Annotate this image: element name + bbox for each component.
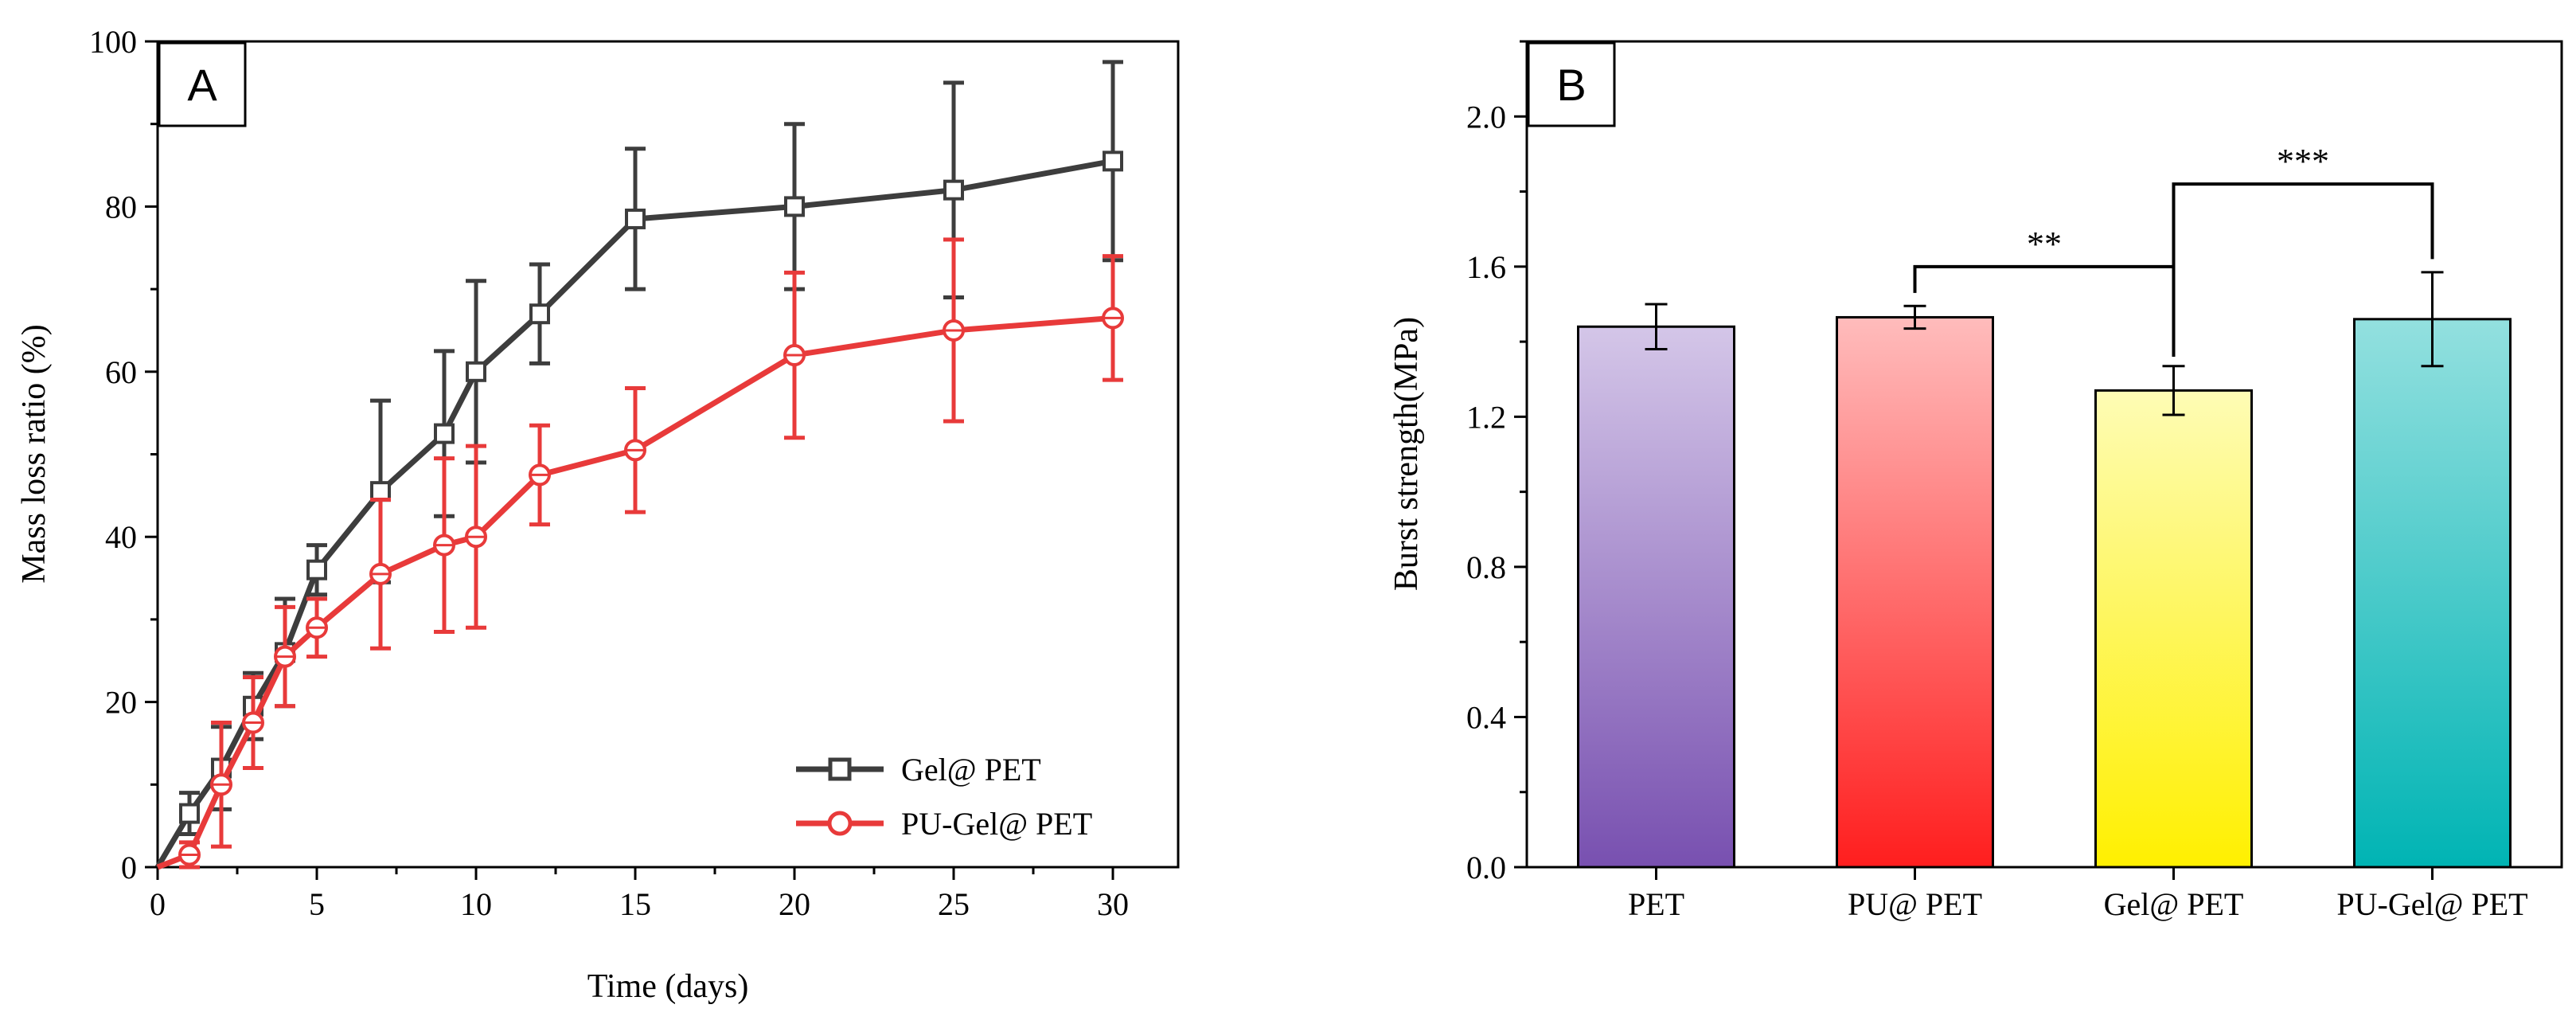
- bar-pu-gel-pet: [2353, 318, 2512, 869]
- x-tick-label: 30: [1097, 886, 1129, 922]
- y-tick-label: 100: [89, 24, 137, 60]
- bar-gel-pet: [2094, 389, 2253, 869]
- panel-a-line-chart: 0 5 10 15 20 25 30 0 20 40 60 80 100 A Time (days) M…: [16, 24, 1180, 1005]
- x-tick-label: 25: [938, 886, 970, 922]
- y-tick-label: 1.2: [1466, 399, 1506, 435]
- x-tick-label: PU@ PET: [1848, 886, 1982, 922]
- bar-pet: [1577, 325, 1735, 869]
- y-tick-label: 40: [105, 519, 137, 555]
- panel-a-series: [154, 60, 1124, 870]
- panel-b-bars: [1577, 271, 2512, 869]
- legend-marker-square: [828, 757, 852, 781]
- series-gel-pet: [154, 60, 1123, 869]
- x-tick-label: Gel@ PET: [2104, 886, 2244, 922]
- x-tick-label: 20: [779, 886, 810, 922]
- significance-label: **: [2027, 225, 2062, 264]
- data-point: [179, 803, 200, 824]
- data-point: [1103, 150, 1123, 172]
- panel-b-ticks: 0.0 0.4 0.8 1.2 1.6 2.0 PET PU@ PET Gel@ PET PU-G…: [1466, 40, 2528, 922]
- significance-label: ***: [2277, 142, 2329, 181]
- y-tick-label: 2.0: [1466, 99, 1506, 135]
- y-tick-label: 20: [105, 685, 137, 721]
- x-tick-label: 0: [150, 886, 166, 922]
- panel-b-letter-box: [1527, 41, 1616, 127]
- significance-bracket: [2172, 182, 2434, 357]
- data-point: [466, 361, 486, 382]
- x-tick-label: PET: [1628, 886, 1684, 922]
- x-tick-label: 15: [619, 886, 651, 922]
- series-pu-gel-pet: [156, 237, 1124, 870]
- x-tick-label: 10: [460, 886, 492, 922]
- legend-label-pu-gel-pet: PU-Gel@ PET: [901, 806, 1092, 842]
- y-tick-label: 0.4: [1466, 699, 1506, 735]
- x-tick-label: PU-Gel@ PET: [2336, 886, 2527, 922]
- panel-b-plot-frame: [1525, 40, 2563, 869]
- panel-a-letter: A: [187, 60, 217, 110]
- y-tick-label: 0.8: [1466, 549, 1506, 585]
- y-tick-label: 80: [105, 189, 137, 225]
- legend-marker-circle: [827, 811, 853, 836]
- panel-b-letter: B: [1556, 60, 1586, 110]
- panel-b-significance: *****: [1913, 142, 2434, 357]
- legend-label-gel-pet: Gel@ PET: [901, 752, 1041, 788]
- panel-b-y-axis-title: Burst strength(MPa): [1388, 317, 1425, 591]
- data-point: [943, 179, 964, 201]
- data-point: [434, 423, 455, 444]
- y-tick-label: 0: [121, 850, 137, 885]
- panel-a-legend: Gel@ PET PU-Gel@ PET: [796, 752, 1092, 842]
- data-point: [625, 208, 646, 229]
- data-point: [784, 196, 805, 217]
- data-point: [529, 303, 550, 325]
- y-tick-label: 60: [105, 354, 137, 390]
- panel-a-x-axis-title: Time (days): [587, 968, 749, 1005]
- data-point: [306, 559, 327, 580]
- y-tick-label: 1.6: [1466, 249, 1506, 285]
- panel-a-y-axis-title: Mass loss ratio (%): [16, 324, 53, 583]
- series-line: [156, 315, 1114, 870]
- panel-a-letter-box: [158, 41, 247, 127]
- bar-pu-pet: [1836, 315, 1994, 869]
- panel-a-plot-frame: [156, 40, 1180, 869]
- panel-a-ticks: 0 5 10 15 20 25 30 0 20 40 60 80 100: [89, 24, 1129, 922]
- data-point: [370, 481, 391, 502]
- panel-b-bar-chart: 0.0 0.4 0.8 1.2 1.6 2.0 PET PU@ PET Gel@ PET PU-G…: [1388, 40, 2563, 922]
- y-tick-label: 0.0: [1466, 850, 1506, 885]
- x-tick-label: 5: [309, 886, 325, 922]
